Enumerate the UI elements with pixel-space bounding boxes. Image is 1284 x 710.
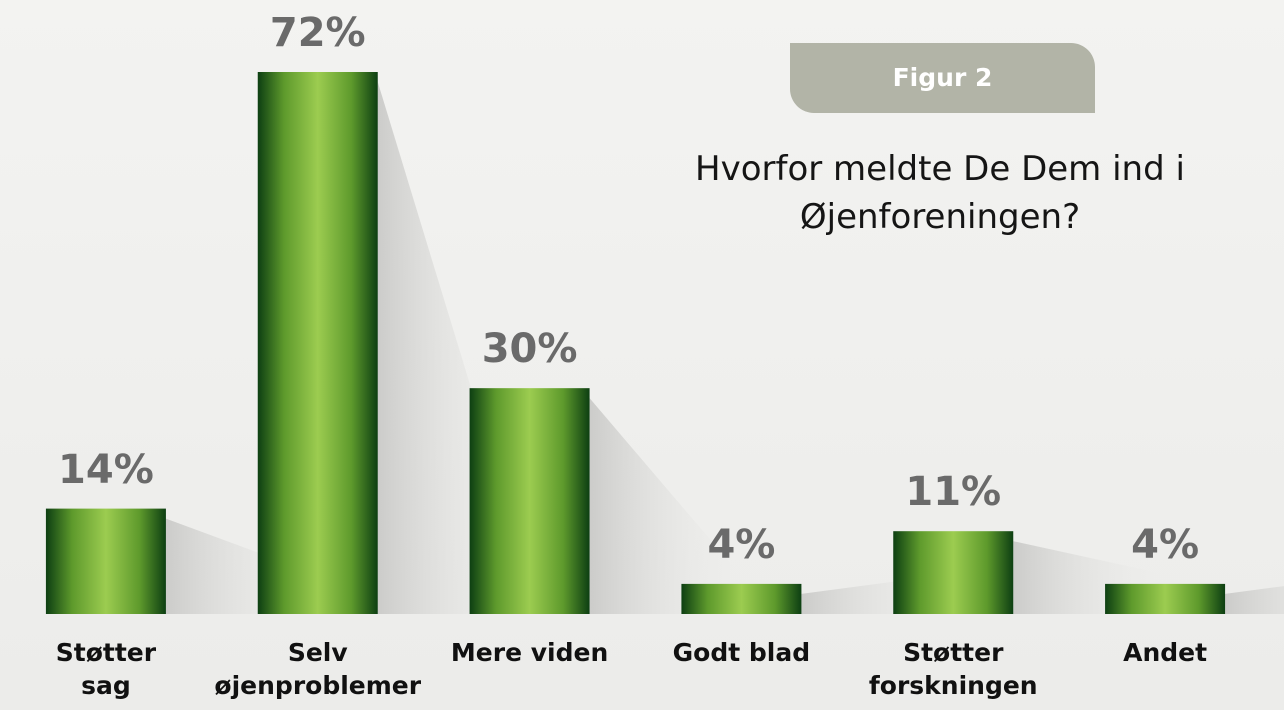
- category-label: Mere viden: [450, 638, 609, 667]
- bar: [45, 508, 166, 614]
- category-label: Godt blad: [672, 638, 811, 667]
- value-label: 11%: [905, 469, 1002, 516]
- value-label: 14%: [58, 446, 154, 493]
- bar: [681, 583, 802, 614]
- category-label: Støtter forskningen: [868, 638, 1038, 700]
- category-label: Andet: [1123, 638, 1208, 667]
- chart-title: Hvorfor meldte De Dem ind i Øjenforening…: [695, 149, 1185, 237]
- bar: [257, 72, 378, 614]
- bar-shadow: [1225, 586, 1284, 614]
- bar-shadow: [589, 398, 740, 614]
- bar: [893, 531, 1014, 614]
- value-label: 30%: [481, 326, 578, 373]
- value-label: 4%: [1131, 521, 1200, 568]
- value-label: 72%: [269, 10, 366, 56]
- category-label: Selv øjenproblemer: [214, 638, 422, 700]
- category-label: Støtter sag: [55, 638, 157, 700]
- figure-badge: Figur 2: [790, 43, 1095, 113]
- bar: [469, 388, 590, 614]
- value-label: 4%: [707, 521, 776, 568]
- bar: [1105, 583, 1226, 614]
